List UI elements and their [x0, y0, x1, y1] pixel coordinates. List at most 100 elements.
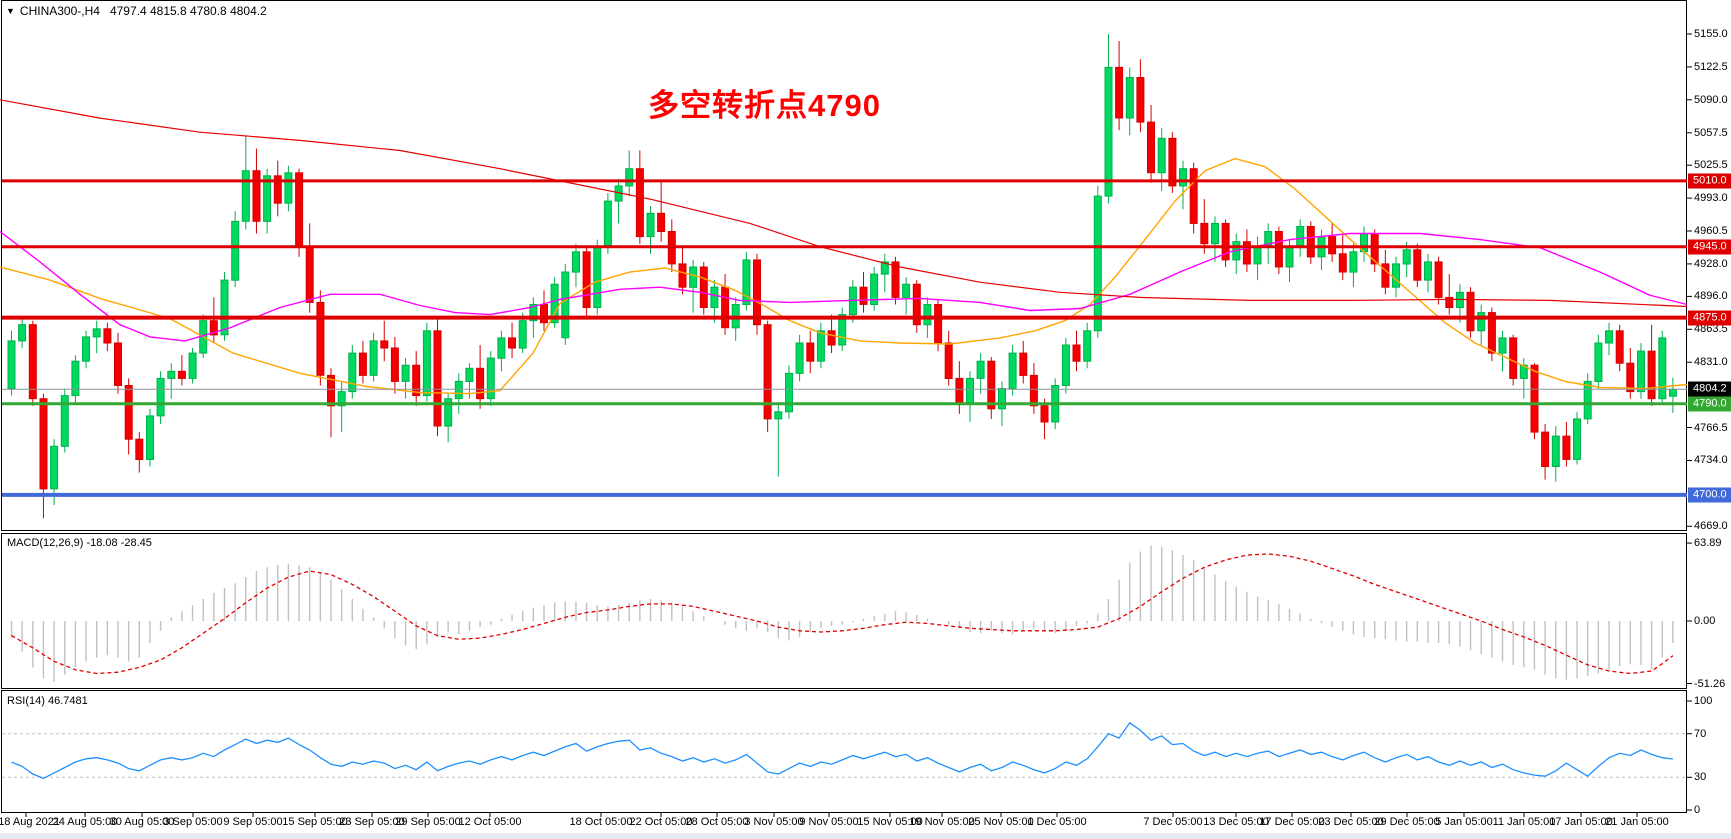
time-tick-label: 1 Dec 05:00 [1027, 816, 1087, 828]
rsi-axis-label: 30 [1694, 771, 1707, 783]
candle [60, 395, 69, 447]
candle [902, 283, 911, 298]
candle [263, 175, 272, 222]
price-tick-label: 5025.5 [1694, 159, 1728, 171]
time-tick-label: 24 Aug 05:00 [52, 816, 118, 828]
rsi-indicator-label: RSI(14) 46.7481 [7, 695, 88, 707]
candle [1296, 226, 1305, 248]
rsi-line [11, 721, 1673, 780]
candle [678, 263, 687, 288]
rsi-panel-frame [1, 690, 1687, 813]
time-tick-label: 18 Oct 05:00 [569, 816, 633, 828]
candle [39, 398, 48, 490]
macd-axis-label: -51.26 [1694, 678, 1726, 690]
time-tick-label: 13 Dec 05:00 [1203, 816, 1269, 828]
candle [1381, 263, 1390, 288]
macd-histogram [10, 545, 1674, 682]
candle [593, 246, 602, 308]
candle [380, 340, 389, 349]
candle [1125, 77, 1134, 119]
price-tick-label: 4863.5 [1694, 323, 1728, 335]
candle [1189, 168, 1198, 224]
price-tick-label: 5122.5 [1694, 61, 1728, 73]
candles-group [7, 34, 1677, 519]
candle [774, 411, 783, 420]
annotation-text: 多空转折点4790 [648, 88, 881, 123]
candle [721, 286, 730, 329]
time-tick-label: 19 Nov 05:00 [909, 816, 975, 828]
price-tick-label: 4766.5 [1694, 422, 1728, 434]
candle [976, 360, 985, 379]
price-badge-5010.0: 5010.0 [1688, 173, 1731, 189]
candle [486, 357, 495, 400]
time-tick-label: 11 Jan 05:00 [1492, 816, 1556, 828]
time-tick-label: 9 Sep 05:00 [223, 816, 283, 828]
candle [1253, 246, 1262, 265]
ohlc-values: 4797.4 4815.8 4780.8 4804.2 [109, 4, 267, 18]
candle [1594, 342, 1603, 382]
candle [540, 304, 548, 324]
candle [1392, 263, 1400, 288]
candle [71, 360, 80, 397]
candle [646, 212, 655, 238]
time-tick-label: 21 Jan 05:00 [1605, 816, 1669, 828]
candle [561, 271, 570, 339]
candle [231, 220, 240, 281]
candle [1541, 431, 1550, 468]
candle [635, 168, 644, 238]
candle [859, 286, 868, 305]
symbol-dropdown-icon[interactable]: ▼ [6, 6, 15, 16]
candle [912, 283, 921, 326]
candle [891, 261, 900, 298]
candle [870, 273, 879, 306]
candle [135, 438, 144, 461]
time-tick-label: 12 Oct 05:00 [458, 816, 522, 828]
price-tick-label: 4831.0 [1694, 356, 1728, 368]
candle [1306, 226, 1315, 258]
candle [1179, 168, 1187, 187]
candle [156, 377, 165, 417]
candle [252, 170, 261, 222]
macd-axis-label: 63.89 [1694, 537, 1722, 549]
time-tick-label: 29 Sep 05:00 [395, 816, 461, 828]
price-tick-label: 5090.0 [1694, 94, 1728, 106]
macd-indicator-label: MACD(12,26,9) -18.08 -28.45 [7, 537, 152, 549]
candle [742, 259, 751, 305]
time-tick-label: 18 Aug 2021 [0, 816, 60, 828]
candle [1466, 291, 1475, 332]
time-tick-label: 30 Aug 05:00 [109, 816, 175, 828]
candle [1093, 195, 1102, 332]
candle [82, 336, 90, 362]
time-tick-label: 15 Nov 05:00 [857, 816, 923, 828]
candle [1477, 312, 1486, 332]
candle [369, 340, 378, 376]
candle [944, 342, 953, 379]
candle [497, 337, 506, 359]
candle [7, 340, 16, 389]
candle [1221, 222, 1230, 261]
time-tick-label: 23 Dec 05:00 [1318, 816, 1384, 828]
candle [220, 279, 229, 336]
candle [518, 320, 527, 349]
time-tick-label: 29 Dec 05:00 [1374, 816, 1440, 828]
price-tick-label: 4896.0 [1694, 290, 1728, 302]
candle [358, 352, 367, 376]
candle [1615, 330, 1624, 364]
time-tick-label: 17 Dec 05:00 [1259, 816, 1325, 828]
candle [1498, 337, 1507, 354]
candle [348, 352, 357, 393]
candle [508, 337, 516, 349]
macd-panel-frame [1, 533, 1687, 689]
candle [1583, 380, 1592, 420]
candle [1626, 362, 1635, 393]
time-tick-label: 3 Sep 05:00 [163, 816, 223, 828]
candle [1040, 405, 1049, 423]
candle [412, 364, 421, 397]
rsi-axis-label: 0 [1694, 804, 1701, 816]
candle [529, 304, 538, 322]
candle [923, 304, 932, 326]
candle [209, 320, 218, 336]
candle [603, 200, 612, 248]
candle [1434, 261, 1443, 298]
